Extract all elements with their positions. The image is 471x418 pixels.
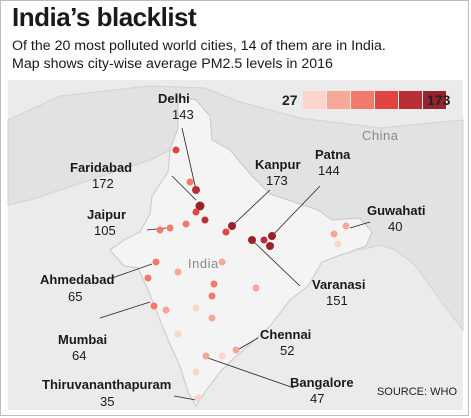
leader-delhi — [181, 127, 197, 191]
city-dot — [260, 236, 268, 244]
legend-swatch-1 — [303, 91, 326, 109]
city-dot-mumbai — [150, 302, 158, 310]
city-dot — [330, 230, 338, 238]
legend-swatch-2 — [327, 91, 350, 109]
city-dot — [192, 368, 200, 376]
city-value-ahmedabad: 65 — [68, 289, 83, 304]
india-outline — [109, 95, 373, 407]
city-value-jaipur: 105 — [94, 223, 116, 238]
city-dot-thiruvananthapuram — [194, 394, 202, 402]
legend-swatch-4 — [375, 91, 398, 109]
city-value-patna: 144 — [318, 163, 340, 178]
leader-patna — [269, 185, 321, 239]
legend-max-label: 173 — [427, 92, 451, 108]
country-label-china: China — [362, 128, 399, 143]
city-dot-varanasi — [248, 236, 256, 244]
city-dot-delhi — [192, 186, 200, 194]
city-dot — [174, 268, 182, 276]
city-value-kanpur: 173 — [266, 173, 288, 188]
city-dot — [252, 284, 260, 292]
legend-min-label: 27 — [282, 92, 298, 108]
city-dot-guwahati — [342, 222, 350, 230]
city-dot — [172, 146, 180, 154]
city-dot — [334, 240, 342, 248]
city-dot — [201, 216, 209, 224]
subtitle-line-2: Map shows city-wise average PM2.5 levels… — [12, 56, 333, 72]
city-value-bangalore: 47 — [310, 391, 325, 406]
leader-ahmedabad — [111, 263, 153, 279]
city-dot-faridabad — [195, 201, 205, 211]
city-dot — [222, 228, 230, 236]
city-name-patna: Patna — [315, 147, 351, 162]
map-title: India’s blacklist — [12, 2, 197, 32]
subtitle-line-1: Of the 20 most polluted world cities, 14… — [12, 38, 386, 54]
leader-thiruvananthapuram — [173, 395, 197, 401]
city-dot — [218, 352, 226, 360]
city-name-faridabad: Faridabad — [70, 160, 133, 175]
city-dot-ahmedabad — [152, 258, 160, 266]
city-name-mumbai: Mumbai — [58, 332, 108, 347]
legend-color-scale — [303, 91, 447, 109]
city-dot — [156, 226, 164, 234]
city-dot — [210, 280, 218, 288]
city-dot-bangalore — [202, 352, 210, 360]
city-value-chennai: 52 — [280, 343, 295, 358]
leader-kanpur — [231, 189, 271, 227]
leader-bangalore — [207, 357, 295, 389]
city-dot — [182, 220, 190, 228]
city-dot — [208, 292, 216, 300]
city-name-thiruvananthapuram: Thiruvananthapuram — [42, 377, 172, 392]
city-value-mumbai: 64 — [72, 348, 87, 363]
city-dot-patna — [268, 232, 276, 240]
city-dot — [162, 306, 170, 314]
city-dot — [192, 304, 200, 312]
city-dot — [218, 258, 226, 266]
city-dot — [266, 242, 274, 250]
city-dot-chennai — [232, 346, 240, 354]
city-name-jaipur: Jaipur — [87, 207, 127, 222]
city-name-delhi: Delhi — [158, 91, 190, 106]
city-dot — [186, 178, 194, 186]
city-name-kanpur: Kanpur — [255, 157, 301, 172]
city-value-guwahati: 40 — [388, 219, 403, 234]
source-note: SOURCE: WHO — [376, 386, 457, 398]
leader-guwahati — [349, 221, 371, 229]
legend-swatch-6 — [423, 91, 446, 109]
city-name-guwahati: Guwahati — [367, 203, 426, 218]
city-dot — [174, 330, 182, 338]
city-dot — [192, 208, 200, 216]
city-name-bangalore: Bangalore — [290, 375, 354, 390]
country-label-india: India — [188, 256, 219, 271]
city-value-faridabad: 172 — [92, 176, 114, 191]
leader-mumbai — [99, 301, 151, 319]
city-dot — [208, 314, 216, 322]
legend-swatch-3 — [351, 91, 374, 109]
city-value-thiruvananthapuram: 35 — [100, 394, 115, 409]
city-name-ahmedabad: Ahmedabad — [40, 272, 115, 287]
city-value-varanasi: 151 — [326, 293, 348, 308]
city-dot-kanpur — [228, 222, 236, 230]
city-value-delhi: 143 — [172, 107, 194, 122]
city-name-varanasi: Varanasi — [312, 277, 366, 292]
leader-faridabad — [171, 175, 197, 201]
legend-swatch-5 — [399, 91, 422, 109]
city-name-chennai: Chennai — [260, 327, 312, 342]
city-dot-jaipur — [166, 224, 174, 232]
leader-varanasi — [253, 241, 301, 287]
city-dot — [144, 274, 152, 282]
